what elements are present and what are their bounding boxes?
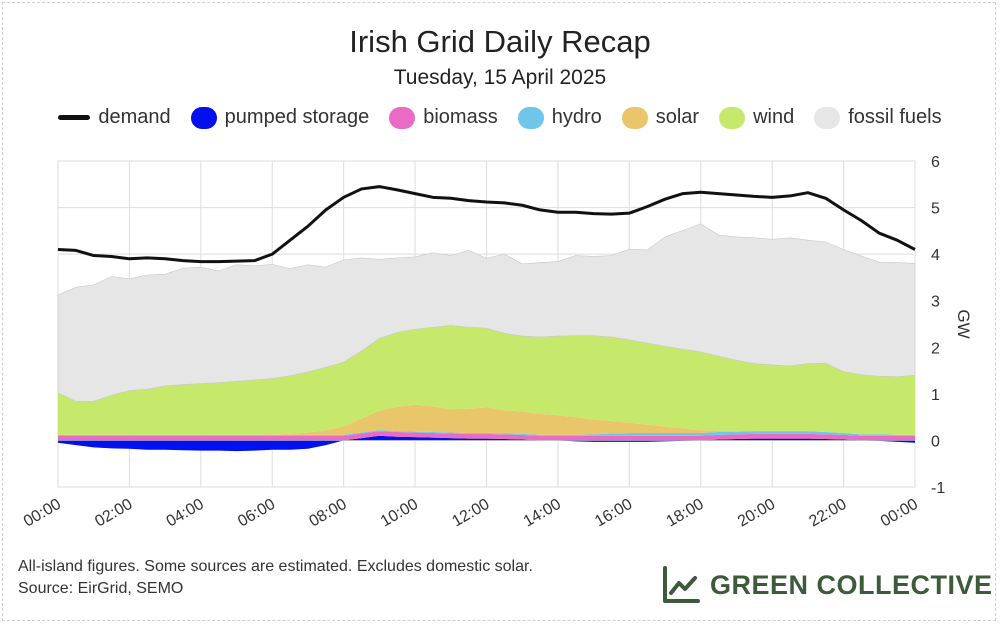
legend: demand pumped storage biomass hydro solar win… [0,106,1000,129]
legend-item-biomass: biomass [389,106,498,129]
legend-item-demand: demand [58,106,171,129]
legend-item-solar: solar [621,106,700,129]
legend-swatch [719,106,746,129]
y-tick-label: 1 [931,387,940,404]
legend-label: hydro [551,106,602,128]
legend-swatch [190,106,217,129]
y-axis-label: GW [954,309,973,338]
line-chart-icon [663,566,700,603]
x-tick-label: 06:00 [235,496,278,531]
brand-name: GREEN COLLECTIVE [710,569,993,600]
x-tick-label: 04:00 [164,496,207,531]
legend-swatch [58,115,91,120]
x-tick-label: 20:00 [735,496,778,531]
x-tick-label: 08:00 [306,496,349,531]
legend-swatch [389,106,416,129]
y-tick-label: 5 [931,201,940,218]
y-tick-label: 6 [931,154,940,171]
footnote: All-island figures. Some sources are est… [18,556,533,600]
chart-subtitle: Tuesday, 15 April 2025 [393,66,607,89]
legend-item-hydro: hydro [517,106,602,129]
legend-swatch [814,106,841,129]
area-fossil-fuels [57,223,916,402]
y-tick-label: 3 [931,294,940,311]
x-tick-label: 10:00 [378,496,421,531]
x-tick-label: 16:00 [592,496,635,531]
y-tick-label: 0 [931,433,940,450]
x-tick-label: 00:00 [21,496,64,531]
y-tick-label: -1 [931,480,945,497]
legend-label: biomass [423,106,498,128]
brand-logo: GREEN COLLECTIVE [662,566,993,604]
footnote-line-1: All-island figures. Some sources are est… [18,558,533,575]
legend-label: solar [655,106,700,128]
x-tick-label: 14:00 [521,496,564,531]
legend-item-wind: wind [719,106,794,129]
demand-line [57,185,916,264]
area-biomass [58,431,915,441]
legend-item-pumped-storage: pumped storage [190,106,370,129]
legend-label: wind [753,106,795,128]
x-tick-label: 00:00 [878,496,921,531]
area-wind [58,325,915,435]
legend-item-fossil-fuels: fossil fuels [814,106,942,129]
x-tick-label: 22:00 [806,496,849,531]
area-solar [58,404,915,435]
legend-swatch [517,106,544,129]
area-pumped-storage [58,435,915,452]
x-tick-label: 12:00 [449,496,492,531]
x-tick-label: 02:00 [92,496,135,531]
legend-label: demand [98,106,171,128]
x-tick-label: 18:00 [664,496,707,531]
footnote-line-2: Source: EirGrid, SEMO [18,580,184,597]
y-tick-label: 4 [931,247,940,264]
chart-title: Irish Grid Daily Recap [349,24,651,59]
y-tick-label: 2 [931,340,940,357]
legend-label: fossil fuels [848,106,942,128]
legend-swatch [621,106,648,129]
legend-label: pumped storage [224,106,370,128]
